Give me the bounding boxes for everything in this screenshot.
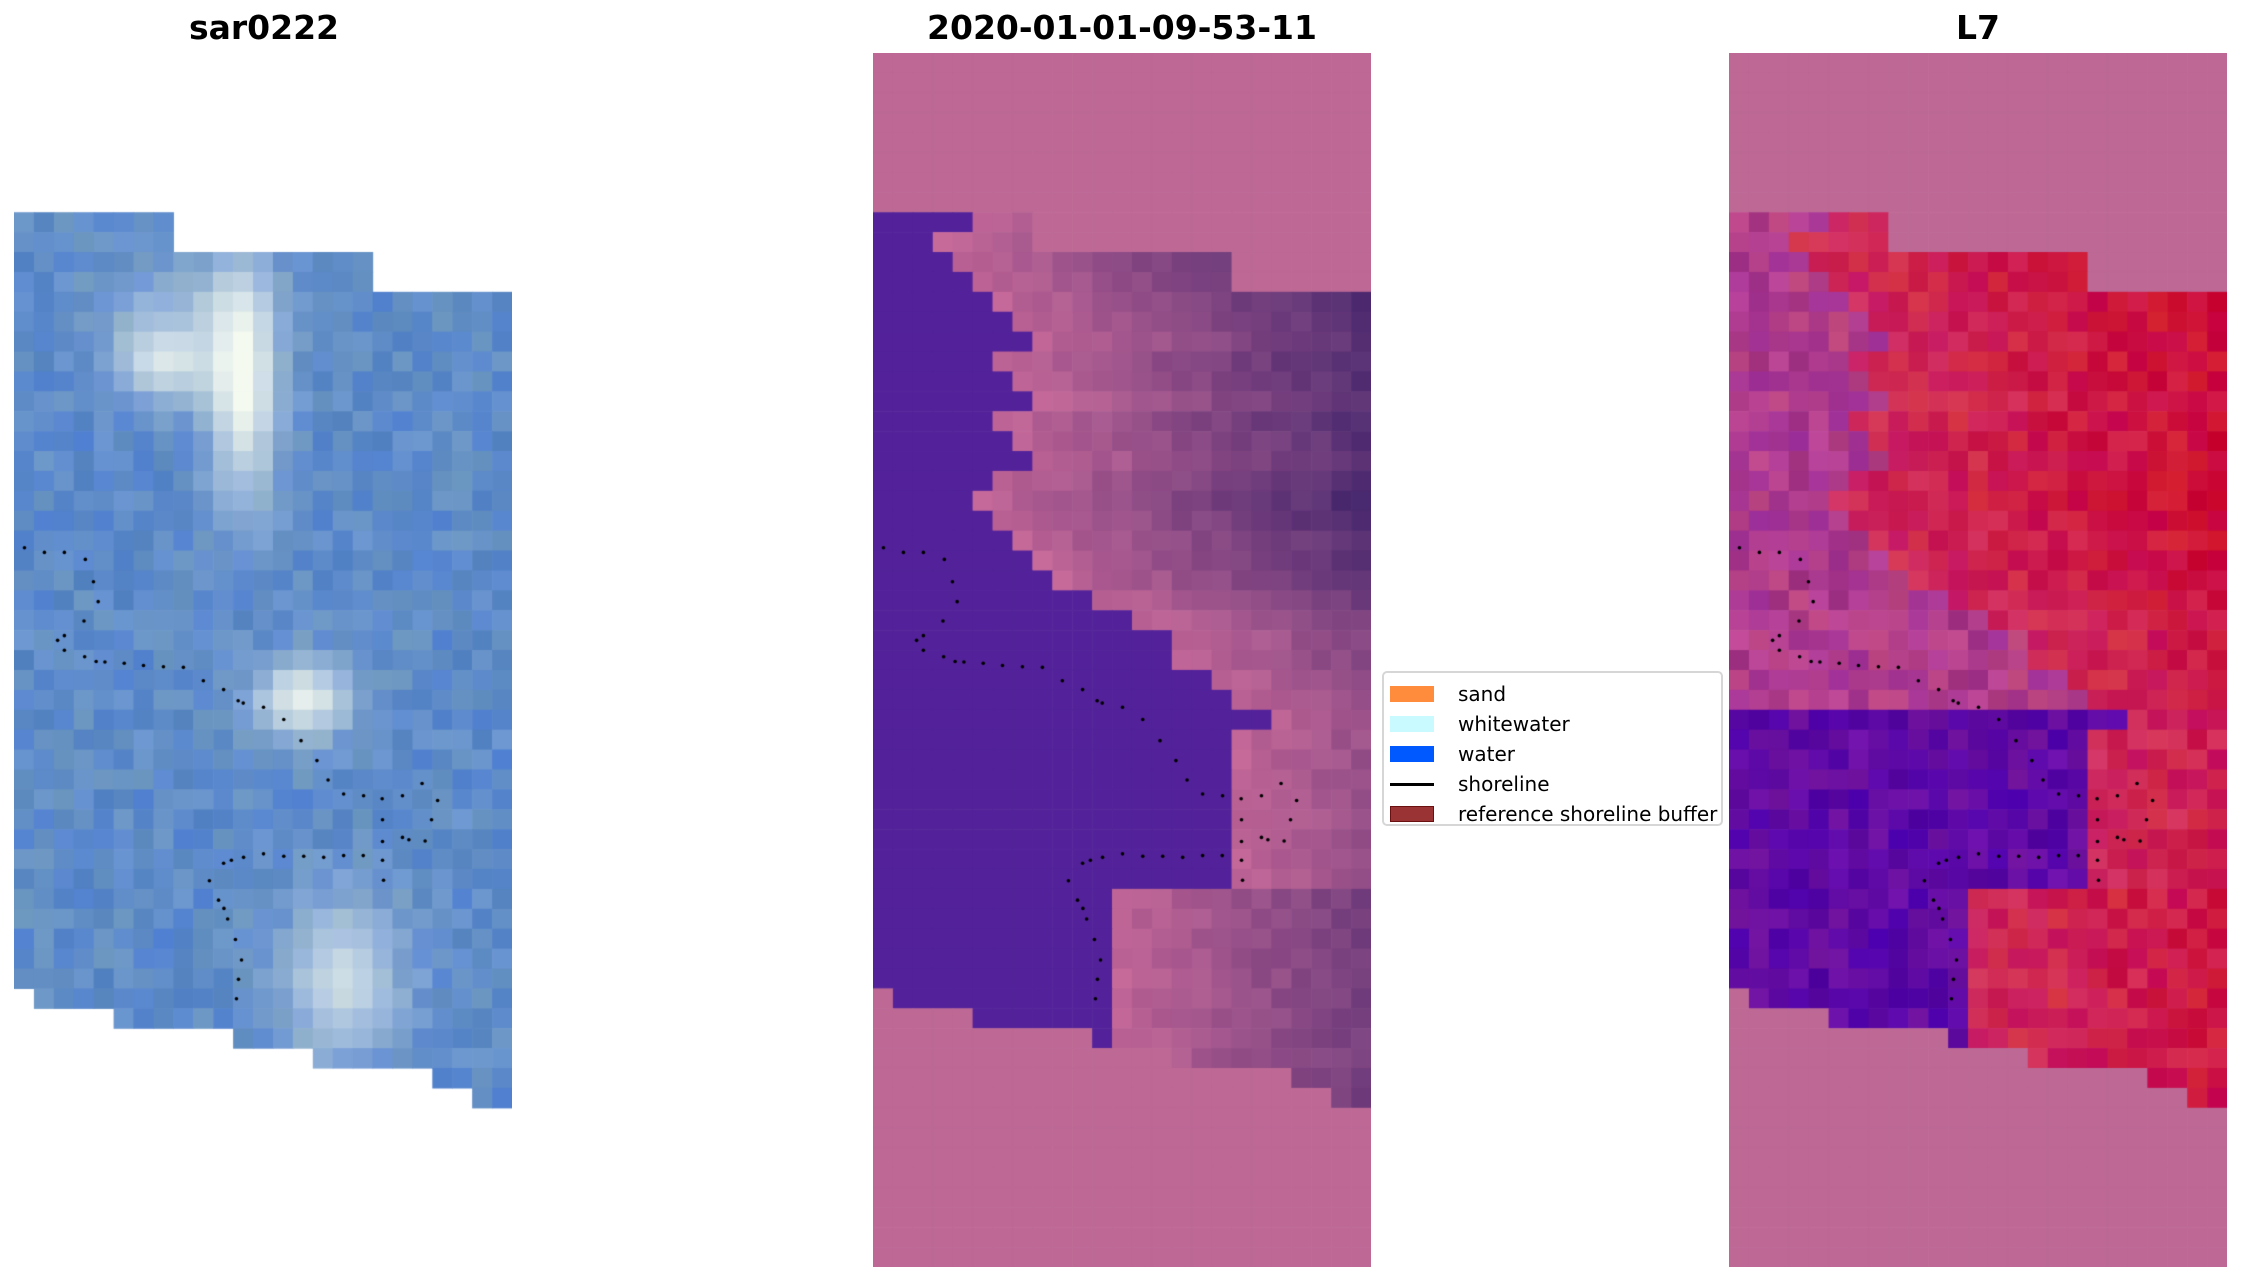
classified-image-canvas: [873, 53, 1371, 1267]
water-swatch: [1390, 746, 1434, 762]
index-image-canvas: [1729, 53, 2227, 1267]
panel-index-image: [1729, 53, 2227, 1267]
panel-classified-image: [873, 53, 1371, 1267]
legend-item-whitewater: whitewater: [1390, 709, 1721, 739]
legend-label: shoreline: [1458, 772, 1550, 796]
legend: sand whitewater water shoreline referenc…: [1382, 671, 1723, 826]
title-sar0222: sar0222: [188, 8, 340, 47]
legend-label: reference shoreline buffer: [1458, 802, 1718, 826]
panel-rgb-image: [14, 53, 512, 1267]
shoreline-swatch: [1390, 782, 1434, 786]
whitewater-swatch: [1390, 716, 1434, 732]
title-date: 2020-01-01-09-53-11: [927, 8, 1317, 47]
buffer-swatch: [1390, 806, 1434, 822]
title-l7: L7: [1956, 8, 2000, 47]
legend-item-shoreline: shoreline: [1390, 769, 1721, 799]
legend-label: sand: [1458, 682, 1507, 706]
legend-label: water: [1458, 742, 1515, 766]
rgb-image-canvas: [14, 53, 512, 1267]
legend-item-sand: sand: [1390, 679, 1721, 709]
legend-label: whitewater: [1458, 712, 1570, 736]
sand-swatch: [1390, 686, 1434, 702]
legend-item-reference-buffer: reference shoreline buffer: [1390, 799, 1721, 829]
legend-item-water: water: [1390, 739, 1721, 769]
